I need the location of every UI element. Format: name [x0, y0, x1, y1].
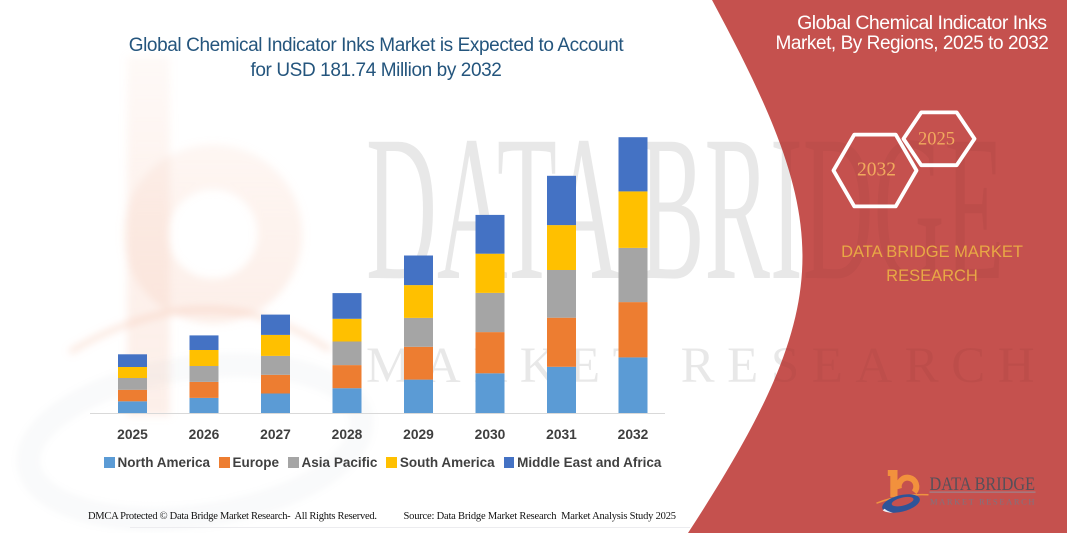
svg-text:MARKET RESEARCH: MARKET RESEARCH — [930, 497, 1035, 507]
svg-text:2025: 2025 — [918, 130, 955, 150]
svg-text:DATA BRIDGE: DATA BRIDGE — [930, 474, 1036, 495]
svg-text:2032: 2032 — [857, 160, 896, 181]
